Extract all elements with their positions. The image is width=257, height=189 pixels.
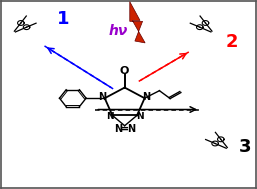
Text: N: N bbox=[106, 112, 114, 121]
Text: N: N bbox=[99, 92, 107, 102]
Text: N: N bbox=[114, 124, 122, 133]
Text: =: = bbox=[121, 124, 129, 133]
Text: 2: 2 bbox=[226, 33, 238, 51]
Text: O: O bbox=[120, 66, 129, 76]
Text: N: N bbox=[136, 112, 143, 121]
Text: N: N bbox=[143, 92, 151, 102]
Text: 3: 3 bbox=[238, 138, 251, 156]
Text: N: N bbox=[127, 124, 135, 133]
Polygon shape bbox=[130, 2, 145, 43]
Text: 1: 1 bbox=[57, 10, 69, 29]
Text: hν: hν bbox=[109, 24, 128, 38]
